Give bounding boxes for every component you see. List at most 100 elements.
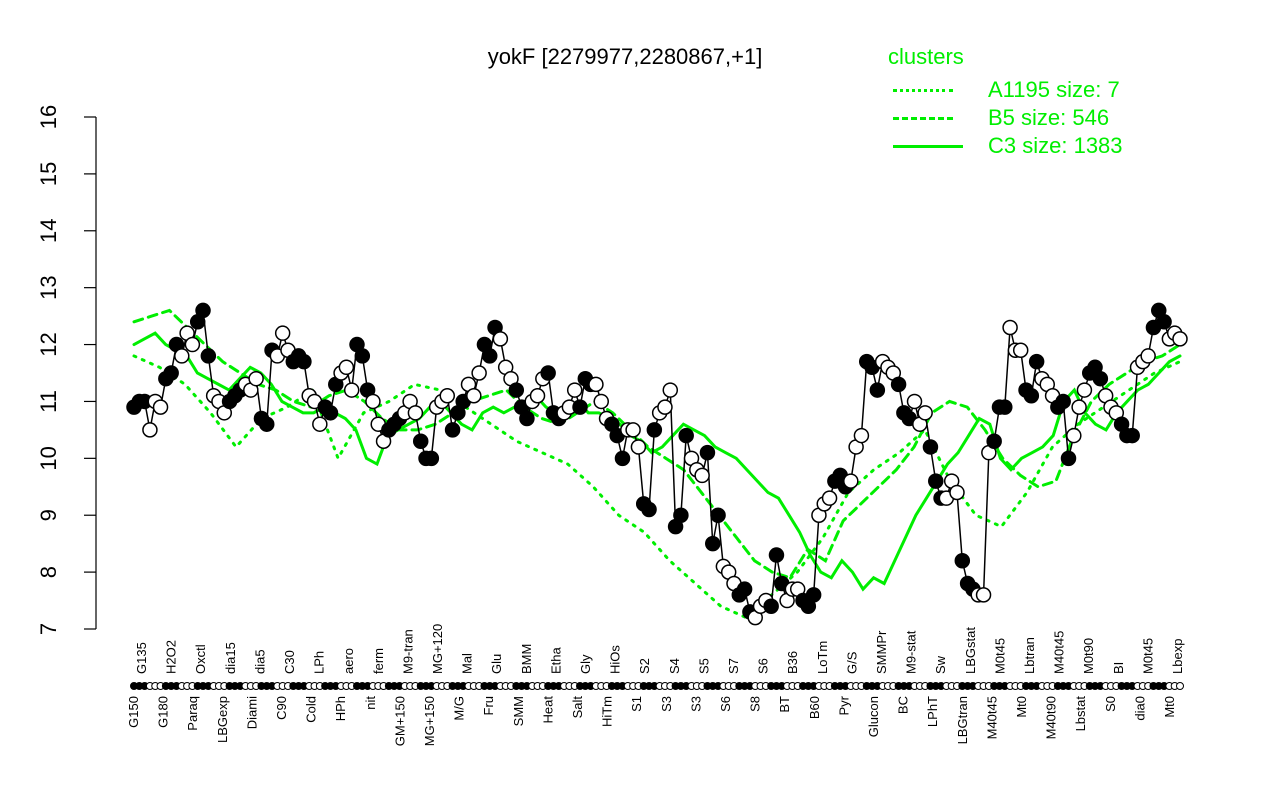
data-point bbox=[662, 382, 679, 398]
data-point bbox=[763, 598, 779, 614]
x-tick-label-top: LBGstat bbox=[963, 627, 978, 674]
data-point bbox=[540, 365, 556, 381]
data-point bbox=[710, 507, 726, 523]
x-tick-label-bottom: S3 bbox=[688, 696, 703, 712]
data-point bbox=[1002, 319, 1018, 336]
x-tick-label-top: Sw bbox=[933, 655, 948, 674]
cluster-line-dashed bbox=[132, 308, 1182, 580]
x-tick-label-bottom: Lbstat bbox=[1073, 696, 1088, 732]
legend-label: C3 size: 1383 bbox=[988, 133, 1123, 158]
data-point bbox=[1092, 370, 1109, 387]
data-point bbox=[1055, 393, 1071, 410]
x-tick-label-bottom: Heat bbox=[540, 696, 555, 724]
x-tick-label-bottom: S0 bbox=[1103, 696, 1118, 712]
x-tick-label-bottom: Mt0 bbox=[1162, 696, 1177, 718]
data-point bbox=[481, 348, 498, 364]
data-point bbox=[1071, 399, 1087, 415]
data-point bbox=[142, 422, 158, 438]
data-point bbox=[673, 507, 689, 523]
y-tick-label: 12 bbox=[36, 332, 61, 356]
x-tick-label-top: S7 bbox=[726, 658, 741, 674]
data-point bbox=[588, 376, 604, 393]
data-point bbox=[407, 405, 424, 421]
legend-entry-b5: B5 size: 546 bbox=[888, 104, 1123, 132]
data-point bbox=[1060, 450, 1077, 467]
y-tick-label: 8 bbox=[36, 566, 61, 578]
data-point bbox=[471, 365, 487, 381]
data-point bbox=[492, 331, 509, 347]
data-point bbox=[949, 484, 965, 501]
x-tick-label-top: BMM bbox=[519, 644, 534, 674]
data-point bbox=[1076, 382, 1093, 398]
y-tick-label: 10 bbox=[36, 446, 61, 470]
x-tick-label-top: S6 bbox=[756, 658, 771, 674]
x-tick-label-top: S2 bbox=[637, 658, 652, 674]
data-point bbox=[1124, 427, 1140, 444]
x-tick-label-bottom: dia0 bbox=[1132, 696, 1147, 721]
x-tick-label-bottom: Salt bbox=[570, 696, 585, 719]
data-point bbox=[975, 587, 992, 603]
x-tick-label-bottom: Mt0 bbox=[1014, 696, 1029, 718]
y-tick-label: 13 bbox=[36, 275, 61, 299]
x-tick-label-bottom: M/G bbox=[452, 696, 467, 721]
data-point bbox=[678, 427, 694, 444]
y-tick-label: 15 bbox=[36, 162, 61, 186]
data-point bbox=[736, 581, 753, 597]
x-tick-label-bottom: M40t45 bbox=[984, 696, 999, 739]
x-tick-label-top: M40t45 bbox=[1052, 631, 1067, 674]
data-point bbox=[274, 325, 291, 341]
x-tick-label-top: Lbtran bbox=[1022, 637, 1037, 674]
legend-entry-c3: C3 size: 1383 bbox=[888, 132, 1123, 160]
dotted-line-icon bbox=[893, 88, 953, 92]
cluster-line-solid bbox=[132, 331, 1182, 592]
x-tick-label-bottom: nit bbox=[363, 696, 378, 710]
x-tick-label-top: B36 bbox=[785, 651, 800, 674]
x-tick-label-top: H2O2 bbox=[164, 640, 179, 674]
y-tick-label: 14 bbox=[36, 219, 61, 243]
x-tick-label-bottom: GM+150 bbox=[392, 696, 407, 746]
x-tick-label-top: S5 bbox=[696, 658, 711, 674]
x-tick-label-top: M0t45 bbox=[1140, 638, 1155, 674]
x-tick-label-top: M9-tran bbox=[400, 629, 415, 674]
x-tick-label-top: Mal bbox=[460, 653, 475, 674]
data-point bbox=[906, 393, 923, 410]
x-tick-label-top: Gly bbox=[578, 654, 593, 674]
legend-label: A1195 size: 7 bbox=[988, 77, 1120, 102]
x-tick-label-bottom: HiTm bbox=[600, 696, 615, 727]
x-tick-label-top: BI bbox=[1111, 662, 1126, 674]
x-tick-label-top: M9-stat bbox=[904, 630, 919, 674]
x-tick-label-top: S4 bbox=[667, 658, 682, 674]
x-tick-label-bottom: G150 bbox=[126, 696, 141, 728]
data-point bbox=[412, 433, 429, 450]
data-point bbox=[312, 416, 328, 432]
x-tick-label-bottom: C90 bbox=[274, 696, 289, 720]
data-point bbox=[694, 467, 710, 484]
data-point bbox=[646, 422, 663, 438]
data-point bbox=[354, 348, 371, 364]
x-axis: G135 H2O2 Oxctl dia15 dia5 C30 LPh aero ferm M9-t… bbox=[126, 624, 1185, 746]
x-tick-label-bottom: G180 bbox=[156, 696, 171, 728]
data-point bbox=[699, 444, 716, 461]
legend-entry-a1195: A1195 size: 7 bbox=[888, 76, 1123, 104]
x-tick-label-bottom: S3 bbox=[659, 696, 674, 712]
y-tick-label: 11 bbox=[36, 390, 61, 413]
data-point bbox=[444, 422, 461, 438]
data-point bbox=[338, 359, 355, 376]
x-tick-label-top: LoTm bbox=[815, 641, 830, 674]
x-tick-label-top: LPh bbox=[312, 651, 327, 674]
x-tick-label-bottom: MG+150 bbox=[422, 696, 437, 746]
data-point bbox=[625, 422, 641, 438]
x-tick-label-bottom: Fru bbox=[481, 696, 496, 716]
x-tick-label-bottom: Diami bbox=[244, 696, 259, 729]
data-point bbox=[200, 348, 217, 364]
data-point bbox=[954, 552, 971, 569]
data-point bbox=[529, 388, 546, 404]
x-tick-label-bottom: LBGtran bbox=[955, 696, 970, 744]
x-tick-label-bottom: LPhT bbox=[925, 696, 940, 727]
x-tick-label-bottom: Pyr bbox=[836, 695, 851, 715]
x-tick-label-top: M0t90 bbox=[1081, 638, 1096, 674]
data-point bbox=[1140, 348, 1156, 364]
x-tick-label-top: Etha bbox=[548, 646, 563, 674]
solid-line-icon bbox=[893, 144, 963, 148]
